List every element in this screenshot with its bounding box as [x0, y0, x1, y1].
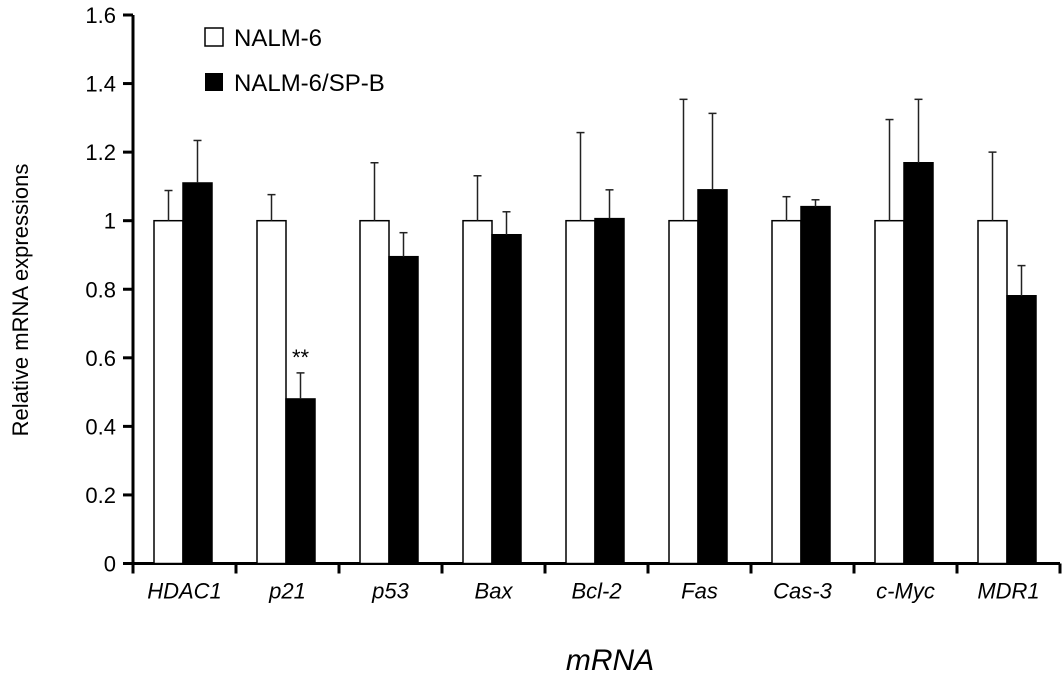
bar-nalm6-spb-bcl-2 — [594, 217, 625, 565]
x-tick-label: p53 — [371, 579, 409, 604]
x-tick-label: c-Myc — [876, 579, 935, 604]
bar-nalm6-spb-p53 — [388, 255, 419, 565]
legend-swatch-nalm6-spb — [205, 73, 223, 91]
bar-nalm6-spb-mdr1 — [1006, 295, 1037, 565]
bar-nalm6-spb-cas-3 — [800, 205, 831, 565]
y-tick-label: 0.2 — [85, 483, 116, 508]
y-axis-label: Relative mRNA expressions — [8, 164, 33, 437]
legend-label-nalm6: NALM-6 — [234, 25, 322, 52]
bar-nalm6-bcl-2 — [565, 219, 596, 565]
x-tick-label: Fas — [681, 579, 718, 604]
bar-nalm6-p21 — [256, 219, 287, 565]
x-tick-label: MDR1 — [977, 579, 1039, 604]
bar-nalm6-spb-fas — [697, 189, 728, 565]
bars: ** — [153, 98, 1037, 565]
x-tick-label: Cas-3 — [773, 579, 832, 604]
bar-nalm6-cas-3 — [771, 219, 802, 565]
significance-annotation: ** — [292, 345, 310, 370]
bar-nalm6-c-myc — [874, 219, 905, 565]
bar-nalm6-spb-bax — [491, 233, 522, 565]
y-tick-label: 0.8 — [85, 277, 116, 302]
bar-nalm6-mdr1 — [977, 219, 1008, 565]
x-tick-label: HDAC1 — [147, 579, 222, 604]
x-tick-label: Bcl-2 — [571, 579, 621, 604]
y-tick-label: 1.6 — [85, 3, 116, 28]
bar-nalm6-spb-p21 — [285, 398, 316, 565]
y-tick-label: 1.2 — [85, 140, 116, 165]
x-tick-label: Bax — [475, 579, 514, 604]
bar-nalm6-hdac1 — [153, 219, 184, 565]
y-tick-label: 0.4 — [85, 414, 116, 439]
bar-nalm6-spb-hdac1 — [182, 182, 213, 565]
legend-swatch-nalm6 — [204, 27, 224, 47]
y-tick-label: 1 — [104, 209, 116, 234]
bar-nalm6-fas — [668, 219, 699, 565]
x-tick-label: p21 — [268, 579, 306, 604]
bar-nalm6-spb-c-myc — [903, 162, 934, 565]
bar-nalm6-p53 — [359, 219, 390, 565]
y-tick-label: 0 — [104, 552, 116, 577]
legend-label-nalm6-spb: NALM-6/SP-B — [234, 70, 385, 97]
bar-nalm6-bax — [462, 219, 493, 565]
y-tick-label: 0.6 — [85, 346, 116, 371]
x-axis-label: mRNA — [566, 644, 654, 677]
legend: NALM-6 NALM-6/SP-B — [204, 25, 385, 97]
y-tick-label: 1.4 — [85, 72, 116, 97]
